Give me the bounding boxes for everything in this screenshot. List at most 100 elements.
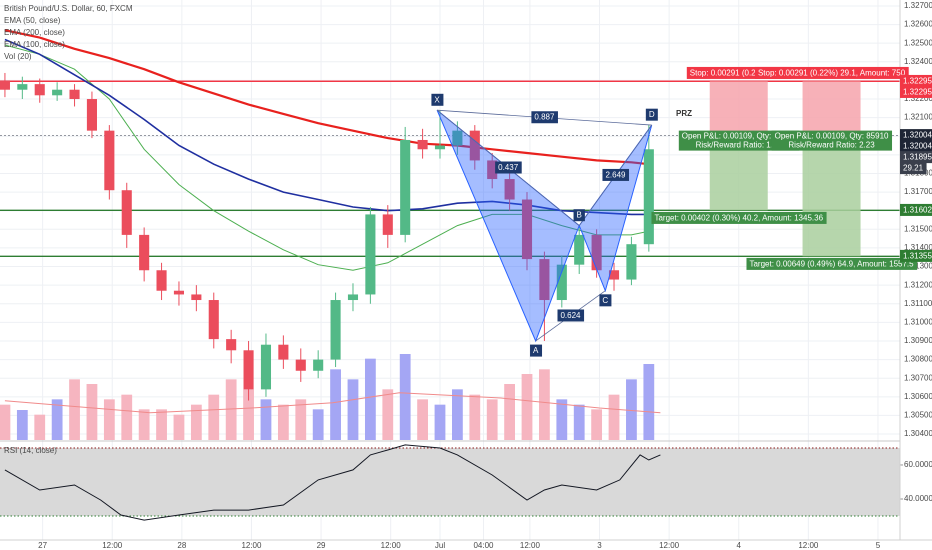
volume-bar [312, 409, 324, 440]
legend-entry: EMA (200, close) [4, 28, 65, 37]
candle-body [434, 145, 446, 150]
candle-body [17, 84, 28, 90]
rsi-tick-label: 40.0000 [904, 494, 932, 503]
candle-body [365, 214, 376, 295]
legend-entry: EMA (50, close) [4, 16, 61, 25]
volume-bar [277, 404, 289, 440]
pattern-ratio-bg [557, 309, 585, 322]
candle-body [521, 199, 533, 260]
candle-body [626, 244, 637, 280]
volume-bar [573, 404, 585, 440]
volume-bar [364, 358, 376, 440]
volume-bar [417, 399, 428, 440]
pattern-ratio-bg [495, 161, 522, 174]
candle-body [574, 234, 585, 265]
volume-bar [486, 399, 498, 440]
price-label: 1.31602 [903, 205, 932, 214]
candle-body [556, 264, 567, 301]
price-label-bg [900, 74, 932, 87]
stop-label: Stop: 0.00291 (0.22%) 29.1 [690, 68, 788, 77]
volume-bar [86, 384, 98, 440]
price-label: 1.32295 [903, 76, 932, 85]
volume-bar [69, 379, 80, 440]
y-tick-label: 1.30500 [904, 411, 932, 420]
rsi-title: RSI (14, close) [4, 446, 57, 455]
y-tick-label: 1.31100 [904, 299, 932, 308]
volume-bar [103, 399, 115, 440]
pnl-label-bg [771, 130, 893, 151]
price-label-bg [900, 85, 932, 98]
volume-bar [330, 369, 341, 440]
stop-zone [709, 81, 768, 136]
x-tick-label: 4 [737, 541, 742, 550]
volume-bar [138, 409, 150, 440]
candle-body [34, 84, 45, 96]
x-tick-label: Jul [435, 541, 445, 550]
volume-bar [347, 379, 359, 440]
volume-bar [434, 404, 446, 440]
price-label-bg [900, 140, 932, 153]
candle-body [347, 294, 359, 301]
volume-bar [16, 410, 28, 440]
volume-bar [51, 399, 63, 440]
volume-bar [626, 379, 637, 440]
volume-bar [156, 409, 167, 440]
y-tick-label: 1.31500 [904, 224, 932, 233]
legend-entry: EMA (100, close) [4, 40, 65, 49]
y-tick-label: 1.31000 [904, 317, 932, 326]
price-label: 1.31355 [903, 251, 932, 260]
candle-body [382, 214, 393, 235]
y-tick-label: 1.31200 [904, 280, 932, 289]
rsi-band [0, 447, 900, 517]
volume-bar [539, 369, 550, 440]
volume-bar [208, 394, 220, 440]
candle-body [86, 99, 97, 131]
y-tick-label: 1.32600 [904, 20, 932, 29]
volume-bar [260, 399, 272, 440]
pnl-label-bg [678, 130, 800, 151]
price-label-bg [900, 129, 932, 142]
volume-bar [382, 389, 394, 440]
pattern: 0.887 0.437 0.624 2.649 X A B C D [431, 93, 658, 357]
x-tick-label: 12:00 [520, 541, 541, 550]
x-tick-label: 12:00 [659, 541, 680, 550]
candle-body [208, 300, 219, 340]
pattern-ratio-bg [602, 168, 630, 181]
candle-body [487, 160, 498, 180]
y-tick-label: 1.30800 [904, 355, 932, 364]
x-tick-label: 12:00 [102, 541, 123, 550]
volume-label-bg [900, 162, 927, 175]
volume [0, 354, 661, 440]
volume-bar [173, 414, 185, 440]
candle-body [156, 270, 167, 291]
pattern-point-label-bg [431, 93, 444, 106]
zone-label: PRZ [676, 109, 692, 118]
moving-averages [4, 29, 649, 271]
legend-entry: Vol (20) [4, 52, 32, 61]
candle-body [52, 89, 63, 96]
candle-body [260, 344, 272, 390]
volume-ma-line [4, 392, 661, 414]
volume-bar [0, 404, 11, 440]
candle-body [226, 339, 237, 351]
candle-body [295, 359, 306, 371]
y-tick-label: 1.32700 [904, 1, 932, 10]
price-label-bg [900, 151, 932, 164]
candle-body [608, 270, 620, 280]
volume-bar [608, 394, 620, 440]
y-tick-label: 1.30400 [904, 429, 932, 438]
pattern-ratio: 0.887 [534, 113, 555, 122]
candle-body [313, 359, 324, 371]
x-tick-label: 12:00 [381, 541, 402, 550]
candle-body [643, 149, 654, 245]
pattern-ratio: 0.437 [498, 163, 519, 172]
volume-label: 29.21 [903, 164, 924, 173]
x-tick-label: 29 [317, 541, 326, 550]
volume-bar [243, 389, 254, 440]
volume-bar [399, 354, 411, 440]
y-tick-label: 1.32200 [904, 94, 932, 103]
x-tick-label: 27 [38, 541, 47, 550]
volume-bar [121, 394, 133, 440]
candle-body [139, 234, 150, 271]
